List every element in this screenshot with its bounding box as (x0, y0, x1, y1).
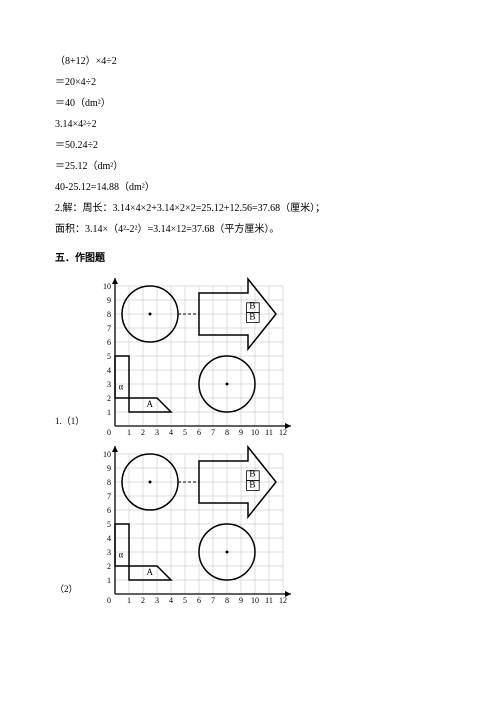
svg-text:α: α (119, 382, 124, 392)
svg-text:10: 10 (103, 282, 111, 291)
eq-line: ＝50.24÷2 (55, 136, 445, 155)
svg-text:11: 11 (265, 596, 273, 604)
figure-1: 123456789101112123456789100AαBB (95, 276, 315, 436)
svg-text:B: B (249, 468, 255, 478)
eq-line: 面积：3.14×（4²-2²）=3.14×12=37.68（平方厘米）。 (55, 220, 445, 239)
eq-line: （8+12）×4÷2 (55, 52, 445, 71)
section-title: 五．作图题 (55, 249, 445, 268)
svg-text:8: 8 (225, 596, 229, 604)
svg-text:6: 6 (107, 338, 111, 347)
svg-text:5: 5 (107, 520, 111, 529)
svg-text:3: 3 (155, 428, 159, 436)
svg-text:7: 7 (107, 492, 111, 501)
svg-text:7: 7 (211, 596, 215, 604)
svg-text:A: A (147, 567, 154, 577)
eq-line: 2.解：周长：3.14×4×2+3.14×2×2=25.12+12.56=37.… (55, 199, 445, 218)
figure-2-label: （2） (55, 581, 95, 604)
svg-text:0: 0 (107, 428, 111, 436)
svg-text:2: 2 (141, 428, 145, 436)
svg-text:7: 7 (107, 324, 111, 333)
eq-line: ＝20×4÷2 (55, 73, 445, 92)
svg-text:4: 4 (169, 428, 173, 436)
figure-1-label: 1.（1） (55, 413, 95, 436)
svg-text:10: 10 (251, 596, 259, 604)
eq-line: 40-25.12=14.88（dm²） (55, 178, 445, 197)
figure-2-row: （2） 123456789101112123456789100AαBB (55, 444, 445, 604)
svg-text:10: 10 (251, 428, 259, 436)
eq-line: 3.14×4²÷2 (55, 115, 445, 134)
svg-text:2: 2 (107, 394, 111, 403)
figure-1-row: 1.（1） 123456789101112123456789100AαBB (55, 276, 445, 436)
svg-text:7: 7 (211, 428, 215, 436)
svg-text:A: A (147, 399, 154, 409)
svg-text:9: 9 (239, 596, 243, 604)
svg-text:8: 8 (107, 478, 111, 487)
svg-text:6: 6 (197, 596, 201, 604)
svg-text:2: 2 (141, 596, 145, 604)
svg-text:3: 3 (107, 380, 111, 389)
svg-text:9: 9 (239, 428, 243, 436)
svg-text:5: 5 (107, 352, 111, 361)
svg-text:4: 4 (107, 534, 111, 543)
svg-text:1: 1 (107, 576, 111, 585)
svg-text:4: 4 (107, 366, 111, 375)
svg-text:B: B (249, 480, 255, 490)
eq-line: ＝40（dm²） (55, 94, 445, 113)
svg-text:6: 6 (197, 428, 201, 436)
svg-text:12: 12 (279, 596, 287, 604)
svg-text:1: 1 (127, 596, 131, 604)
svg-text:B: B (249, 312, 255, 322)
svg-text:5: 5 (183, 428, 187, 436)
svg-text:3: 3 (155, 596, 159, 604)
svg-text:8: 8 (225, 428, 229, 436)
svg-text:8: 8 (107, 310, 111, 319)
svg-text:12: 12 (279, 428, 287, 436)
svg-text:10: 10 (103, 450, 111, 459)
svg-text:11: 11 (265, 428, 273, 436)
figure-2: 123456789101112123456789100AαBB (95, 444, 315, 604)
svg-text:4: 4 (169, 596, 173, 604)
svg-text:1: 1 (107, 408, 111, 417)
svg-text:9: 9 (107, 296, 111, 305)
svg-text:0: 0 (107, 596, 111, 604)
svg-text:9: 9 (107, 464, 111, 473)
svg-text:6: 6 (107, 506, 111, 515)
svg-text:5: 5 (183, 596, 187, 604)
svg-text:2: 2 (107, 562, 111, 571)
svg-text:3: 3 (107, 548, 111, 557)
eq-line: ＝25.12（dm²） (55, 157, 445, 176)
svg-text:1: 1 (127, 428, 131, 436)
svg-text:B: B (249, 300, 255, 310)
svg-text:α: α (119, 550, 124, 560)
